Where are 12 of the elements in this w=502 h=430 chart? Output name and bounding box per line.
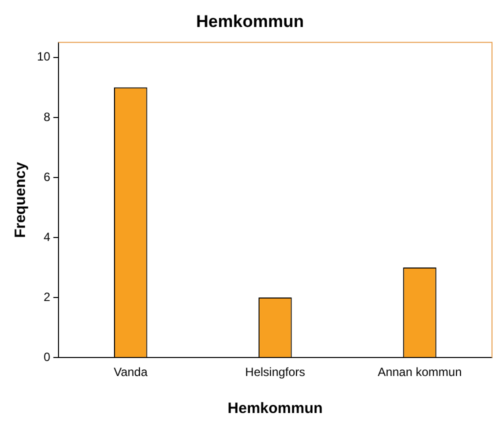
y-tick-label: 6 [44,170,51,184]
y-tick-label: 8 [44,110,51,124]
y-tick-label: 0 [44,350,51,364]
y-axis-title: Frequency [12,161,30,238]
y-tick-label: 2 [44,290,51,304]
x-tick-label: Helsingfors [245,365,306,380]
chart-title: Hemkommun [196,12,304,31]
x-axis-title: Hemkommun [228,400,323,418]
y-tick-label: 10 [36,50,51,64]
x-tick-label: Annan kommun [378,365,462,380]
x-tick-label: Vanda [114,365,148,380]
y-tick-label: 4 [44,230,51,244]
